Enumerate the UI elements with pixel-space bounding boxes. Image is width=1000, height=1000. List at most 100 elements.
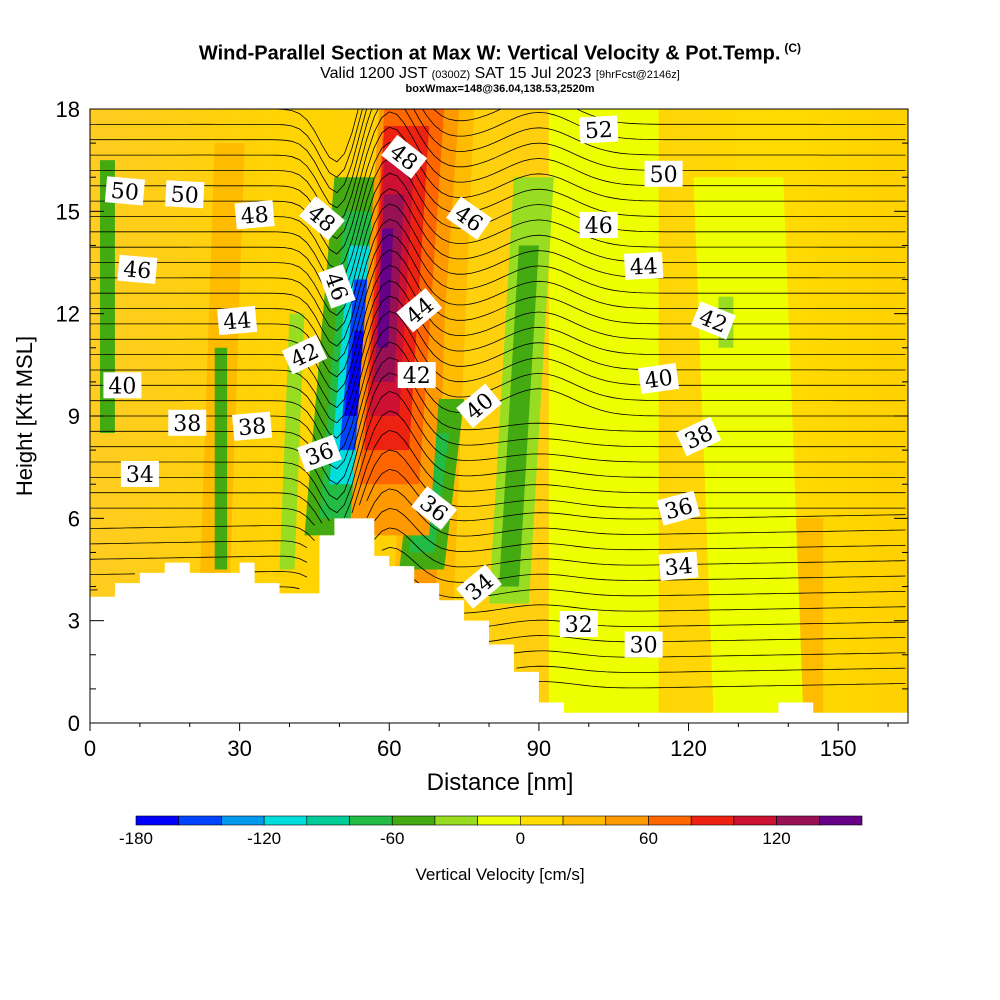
isentrope-label-box [656, 490, 701, 526]
colorbar-swatch [477, 815, 521, 826]
isentrope-label: 50 [165, 180, 205, 209]
isentrope-label-box [637, 362, 680, 394]
x-tick-label: 120 [670, 736, 707, 761]
isentrope-line [90, 109, 906, 209]
isentrope-line [90, 264, 906, 393]
colorbar-swatch [648, 815, 692, 826]
isentrope-line [90, 126, 906, 255]
colorbar-tick-label: -120 [247, 829, 281, 848]
isentrope-label-box [117, 254, 158, 284]
x-tick-label: 30 [227, 736, 251, 761]
isentrope-label-text: 48 [240, 203, 270, 230]
isentrope-label-box [456, 564, 502, 609]
downdraft-peak [344, 330, 367, 416]
downdraft-west-edge [99, 160, 115, 434]
isentrope-label-box [658, 551, 699, 581]
isentrope-label-text: 50 [170, 183, 199, 209]
isentrope-label-box [446, 196, 493, 240]
isentrope-label: 44 [623, 251, 664, 281]
isentrope-label-box [318, 264, 356, 309]
downdraft-west-1 [214, 347, 228, 570]
isentrope-label-text: 38 [173, 412, 201, 437]
copyright-mark: (C) [784, 41, 802, 55]
isentrope-label-box [120, 460, 159, 487]
colorbar-swatch [221, 815, 265, 826]
colorbar-label: Vertical Velocity [cm/s] [415, 865, 584, 884]
isentrope-line [90, 295, 906, 424]
isentrope-label: 34 [120, 460, 159, 488]
isentrope-line [90, 527, 906, 578]
isentrope-line [456, 604, 906, 614]
isentrope-label-text: 44 [629, 254, 658, 280]
colorbar-swatch [605, 815, 649, 826]
isentrope-label: 50 [644, 160, 683, 188]
isentrope-label-text: 32 [565, 613, 593, 638]
y-tick-label: 3 [68, 609, 80, 634]
colorbar-swatch [263, 815, 308, 826]
isentrope-label-box [559, 611, 598, 638]
chart-title-block: Wind-Parallel Section at Max W: Vertical… [0, 36, 1000, 95]
isentrope-label-box [217, 305, 258, 336]
isentrope-label-box [579, 211, 618, 238]
isentrope-label: 44 [217, 305, 258, 336]
isentrope-label-box [297, 434, 342, 473]
isentrope-label-box [104, 176, 145, 206]
isentrope-label-text: 50 [650, 163, 678, 188]
isentrope-label-box [690, 301, 736, 340]
y-tick-label: 0 [68, 711, 80, 736]
colorbar-swatch [306, 815, 350, 826]
isentrope-label: 38 [232, 411, 273, 441]
isentrope-label-text: 40 [108, 374, 136, 399]
isentrope-label-text: 42 [403, 364, 431, 389]
colorbar-tick-label: 120 [762, 829, 790, 848]
colorbar-swatch [349, 815, 393, 826]
valid-time-line: Valid 1200 JST (0300Z) SAT 15 Jul 2023 [… [0, 64, 1000, 83]
colorbar: -180 -120 -60 0 60 120 [119, 815, 863, 848]
isentrope-label-box [165, 180, 205, 209]
isentrope-label: 32 [559, 611, 598, 638]
isentrope-line [501, 650, 906, 658]
valid-date: SAT 15 Jul 2023 [474, 64, 592, 82]
downdraft-west-2 [279, 313, 305, 570]
isentrope-label: 46 [579, 211, 618, 239]
title-text: Wind-Parallel Section at Max W: Vertical… [198, 42, 781, 65]
isentrope-line [90, 172, 906, 301]
isentrope-label: 42 [397, 362, 436, 389]
isentrope-label: 40 [103, 372, 142, 399]
y-tick-label: 12 [56, 302, 80, 327]
isentrope-contours [90, 109, 906, 689]
isentrope-label-box [579, 115, 619, 144]
isentrope-line [90, 109, 906, 194]
colorbar-swatch [818, 815, 863, 826]
isentrope-label-text: 52 [584, 118, 613, 144]
isentrope-label-text: 34 [126, 463, 154, 488]
isentrope-label-text: 50 [110, 179, 140, 206]
isentrope-label-box [456, 383, 502, 428]
isentrope-line [90, 157, 906, 286]
isentrope-label: 50 [104, 176, 145, 206]
isentrope-line [90, 326, 906, 455]
isentrope-line [478, 619, 906, 628]
colorbar-swatch [776, 815, 820, 826]
isentrope-line [90, 203, 906, 332]
isentrope-label: 38 [168, 409, 207, 437]
downdraft-east-2 [499, 245, 539, 587]
isentrope-label: 34 [658, 551, 699, 581]
isentrope-line [90, 372, 906, 501]
isentrope-line [90, 390, 906, 514]
y-axis-title: Height [Kft MSL] [12, 336, 37, 496]
isentrope-label-box [411, 486, 458, 531]
isentrope-label: 52 [579, 115, 619, 144]
isentrope-line [90, 109, 906, 178]
isentrope-line [486, 635, 906, 643]
isentrope-line [516, 665, 906, 673]
isentrope-line [90, 188, 906, 316]
isentrope-label-text: 34 [664, 554, 694, 581]
colorbar-swatch [391, 815, 436, 826]
y-tick-label: 15 [56, 199, 80, 224]
isentrope-label-box [675, 416, 722, 457]
valid-utc: (0300Z) [431, 68, 471, 81]
isentrope-line [90, 468, 906, 541]
isentrope-label-box [299, 195, 345, 241]
